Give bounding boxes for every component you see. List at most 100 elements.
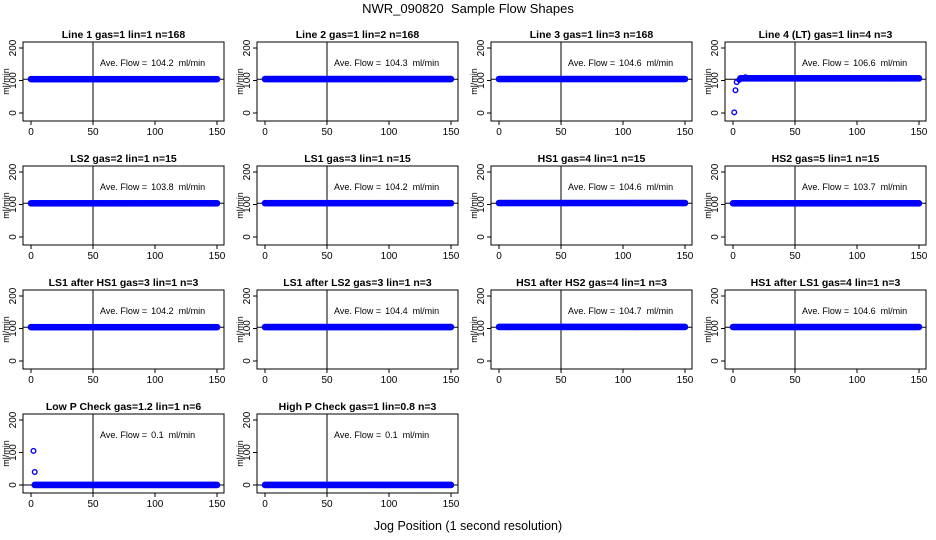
- x-tick-label: 50: [555, 375, 567, 386]
- x-tick-label: 150: [677, 127, 694, 138]
- average-flow-unit: ml/min: [881, 306, 908, 316]
- x-tick-label: 0: [262, 375, 268, 386]
- chart-panel: HS1 after HS2 gas=4 lin=1 n=3 0 50 100 150 0 1…: [468, 276, 702, 400]
- average-flow-unit: ml/min: [179, 182, 206, 192]
- chart-svg: HS1 gas=4 lin=1 n=15 0 50 100 150 0 100 200 ml/m…: [469, 153, 694, 262]
- plot-frame: [22, 289, 225, 370]
- y-axis-label: ml/min: [235, 440, 245, 467]
- chart-panel: High P Check gas=1 lin=0.8 n=3 0 50 100 150 0…: [234, 400, 468, 524]
- average-flow-label: Ave. Flow =: [334, 306, 381, 316]
- x-tick-label: 0: [28, 251, 34, 262]
- y-tick-label: 0: [710, 110, 721, 116]
- plot-frame: [490, 165, 693, 246]
- x-tick-label: 50: [321, 251, 333, 262]
- y-tick-label: 0: [710, 358, 721, 364]
- data-point: [915, 75, 923, 82]
- data-point: [31, 468, 38, 475]
- chart-svg: HS1 after HS2 gas=4 lin=1 n=3 0 50 100 150 0 1…: [469, 277, 694, 386]
- chart-panel: Line 1 gas=1 lin=1 n=168 0 50 100 150 0 100 200…: [0, 28, 234, 152]
- y-tick-label: 0: [8, 482, 19, 488]
- x-tick-label: 150: [677, 251, 694, 262]
- average-flow-value: 104.6: [853, 306, 876, 316]
- data-series: [27, 323, 221, 331]
- average-flow-label: Ave. Flow =: [100, 430, 147, 440]
- panel-title: HS2 gas=5 lin=1 n=15: [772, 153, 880, 165]
- x-tick-label: 150: [209, 127, 226, 138]
- plot-frame: [22, 41, 225, 122]
- y-tick-label: 200: [8, 39, 19, 56]
- panel-title: HS1 gas=4 lin=1 n=15: [538, 153, 646, 165]
- y-axis-label: ml/min: [235, 68, 245, 95]
- average-flow-value: 104.2: [151, 306, 174, 316]
- panel-title: LS2 gas=2 lin=1 n=15: [70, 153, 177, 165]
- x-tick-label: 50: [789, 127, 801, 138]
- y-axis-label: ml/min: [1, 316, 11, 343]
- average-flow-unit: ml/min: [881, 58, 908, 68]
- chart-panel: LS1 gas=3 lin=1 n=15 0 50 100 150 0 100 200 ml/m…: [234, 152, 468, 276]
- y-tick-label: 200: [710, 39, 721, 56]
- data-series: [495, 75, 689, 83]
- y-axis-label: ml/min: [469, 316, 479, 343]
- x-tick-label: 100: [849, 375, 866, 386]
- y-tick-label: 200: [710, 163, 721, 180]
- average-flow-value: 103.7: [853, 182, 876, 192]
- data-point: [447, 75, 455, 83]
- plot-frame: [724, 165, 927, 246]
- chart-panel: HS1 gas=4 lin=1 n=15 0 50 100 150 0 100 200 ml/m…: [468, 152, 702, 276]
- average-flow-value: 104.2: [151, 58, 174, 68]
- data-point: [30, 447, 37, 454]
- x-tick-label: 100: [615, 127, 632, 138]
- x-tick-label: 0: [496, 251, 502, 262]
- y-tick-label: 200: [476, 163, 487, 180]
- y-tick-label: 200: [242, 287, 253, 304]
- average-flow-annotation: Ave. Flow = 104.6 ml/min: [568, 58, 673, 68]
- panel-title: LS1 gas=3 lin=1 n=15: [304, 153, 411, 165]
- y-tick-label: 100: [242, 72, 253, 89]
- panel-title: LS1 after LS2 gas=3 lin=1 n=3: [283, 277, 432, 289]
- plot-frame: [256, 41, 459, 122]
- x-tick-label: 0: [28, 499, 34, 510]
- y-tick-label: 200: [8, 411, 19, 428]
- chart-svg: HS1 after LS1 gas=4 lin=1 n=3 0 50 100 150 0 1…: [703, 277, 928, 386]
- x-tick-label: 50: [321, 127, 333, 138]
- y-tick-label: 100: [8, 72, 19, 89]
- plot-frame: [256, 413, 459, 494]
- average-flow-label: Ave. Flow =: [802, 306, 849, 316]
- average-flow-value: 106.6: [853, 58, 876, 68]
- x-tick-label: 150: [443, 251, 460, 262]
- x-tick-label: 100: [147, 127, 164, 138]
- data-series: [495, 199, 689, 207]
- average-flow-value: 103.8: [151, 182, 174, 192]
- y-tick-label: 100: [242, 196, 253, 213]
- y-tick-label: 0: [476, 110, 487, 116]
- panel-title: High P Check gas=1 lin=0.8 n=3: [279, 401, 437, 413]
- y-tick-label: 100: [710, 72, 721, 89]
- chart-svg: Line 1 gas=1 lin=1 n=168 0 50 100 150 0 100 200…: [1, 29, 226, 138]
- x-tick-label: 0: [496, 375, 502, 386]
- average-flow-unit: ml/min: [179, 306, 206, 316]
- y-axis-label: ml/min: [1, 192, 11, 219]
- y-tick-label: 100: [242, 320, 253, 337]
- chart-svg: LS2 gas=2 lin=1 n=15 0 50 100 150 0 100 200 ml/m…: [1, 153, 226, 262]
- plot-frame: [490, 289, 693, 370]
- data-series: [729, 199, 923, 207]
- y-tick-label: 0: [8, 358, 19, 364]
- average-flow-annotation: Ave. Flow = 104.3 ml/min: [334, 58, 439, 68]
- average-flow-annotation: Ave. Flow = 104.6 ml/min: [568, 182, 673, 192]
- plot-frame: [490, 41, 693, 122]
- y-tick-label: 100: [476, 196, 487, 213]
- data-series: [27, 75, 221, 83]
- x-tick-label: 100: [147, 251, 164, 262]
- x-tick-label: 150: [209, 251, 226, 262]
- panel-title: Line 2 gas=1 lin=2 n=168: [296, 29, 420, 41]
- chart-panel: Line 3 gas=1 lin=3 n=168 0 50 100 150 0 100 200…: [468, 28, 702, 152]
- data-point: [742, 74, 749, 81]
- y-tick-label: 0: [476, 358, 487, 364]
- data-point: [447, 199, 455, 207]
- y-tick-label: 100: [476, 72, 487, 89]
- chart-svg: HS2 gas=5 lin=1 n=15 0 50 100 150 0 100 200 ml/m…: [703, 153, 928, 262]
- y-tick-label: 200: [242, 163, 253, 180]
- y-tick-label: 100: [242, 444, 253, 461]
- y-tick-label: 200: [476, 287, 487, 304]
- average-flow-annotation: Ave. Flow = 104.2 ml/min: [334, 182, 439, 192]
